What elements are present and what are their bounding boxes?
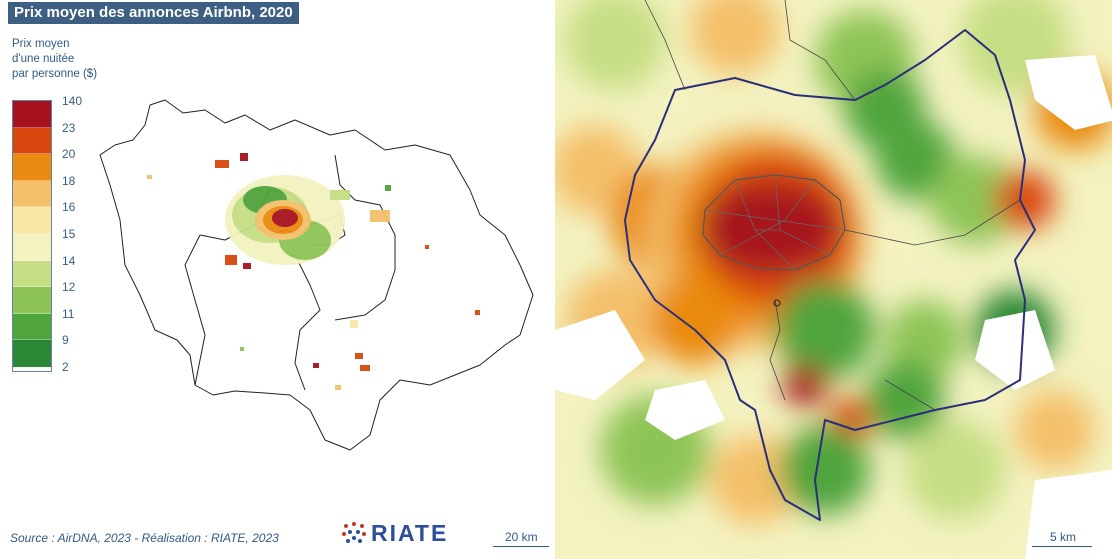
- legend-label: 12: [62, 280, 76, 294]
- department-boundary: [334, 154, 396, 321]
- legend-label: 14: [62, 254, 76, 268]
- riate-dots-icon: [342, 521, 366, 543]
- scale-label-left: 20 km: [505, 530, 538, 544]
- legend-class-11: [13, 313, 51, 341]
- legend-label: 11: [62, 307, 75, 321]
- no-data-areas: [555, 55, 1112, 559]
- legend-class-18: [13, 180, 51, 208]
- legend-class-20: [13, 154, 51, 181]
- legend-class-14: [13, 260, 51, 288]
- legend-label: 18: [62, 174, 76, 188]
- department-boundary: [294, 254, 321, 391]
- price-surface-zoom: [555, 0, 1112, 525]
- inner-ring-boundary: [624, 29, 1036, 521]
- legend-label: 9: [62, 333, 69, 347]
- legend-label: 23: [62, 121, 76, 135]
- department-boundary: [184, 234, 206, 386]
- legend-class-15: [13, 233, 51, 261]
- paris-boundary: [702, 174, 846, 271]
- riate-logo: RIATE: [341, 520, 448, 547]
- legend-label: 16: [62, 200, 76, 214]
- legend-label: 140: [62, 94, 83, 108]
- scale-bar-left: 20 km: [493, 530, 549, 547]
- legend-title: Prix moyen d'une nuitée par personne ($): [12, 38, 98, 80]
- legend-label: 15: [62, 227, 76, 241]
- arrondissement-lines: [704, 174, 846, 271]
- region-map: [95, 95, 540, 455]
- scale-label-right: 5 km: [1050, 530, 1077, 544]
- legend-class-140: [13, 101, 51, 128]
- commune-lines: [644, 0, 1021, 411]
- region-outline: [99, 99, 534, 451]
- scale-bar-right: 5 km: [1032, 530, 1092, 547]
- price-surface: [147, 153, 480, 390]
- zoom-map: [555, 0, 1112, 559]
- legend-class-16: [13, 207, 51, 234]
- legend-label: 20: [62, 147, 76, 161]
- riate-wordmark: RIATE: [371, 520, 449, 546]
- legend-label: 2: [62, 360, 69, 374]
- source-credit: Source : AirDNA, 2023 - Réalisation : RI…: [10, 531, 279, 545]
- legend-class-9: [13, 340, 51, 367]
- legend-class-12: [13, 287, 51, 314]
- legend-class-23: [13, 127, 51, 155]
- legend-color-bar: [12, 100, 52, 372]
- map-title: Prix moyen des annonces Airbnb, 2020: [8, 2, 299, 24]
